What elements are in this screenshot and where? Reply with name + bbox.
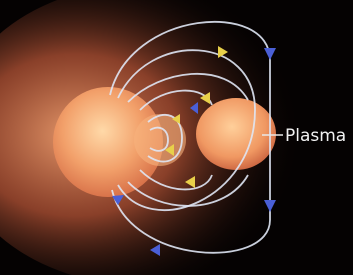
- plasma-blob: [196, 98, 276, 170]
- plasma-label: Plasma: [285, 126, 346, 146]
- illustration: Plasma: [0, 0, 353, 275]
